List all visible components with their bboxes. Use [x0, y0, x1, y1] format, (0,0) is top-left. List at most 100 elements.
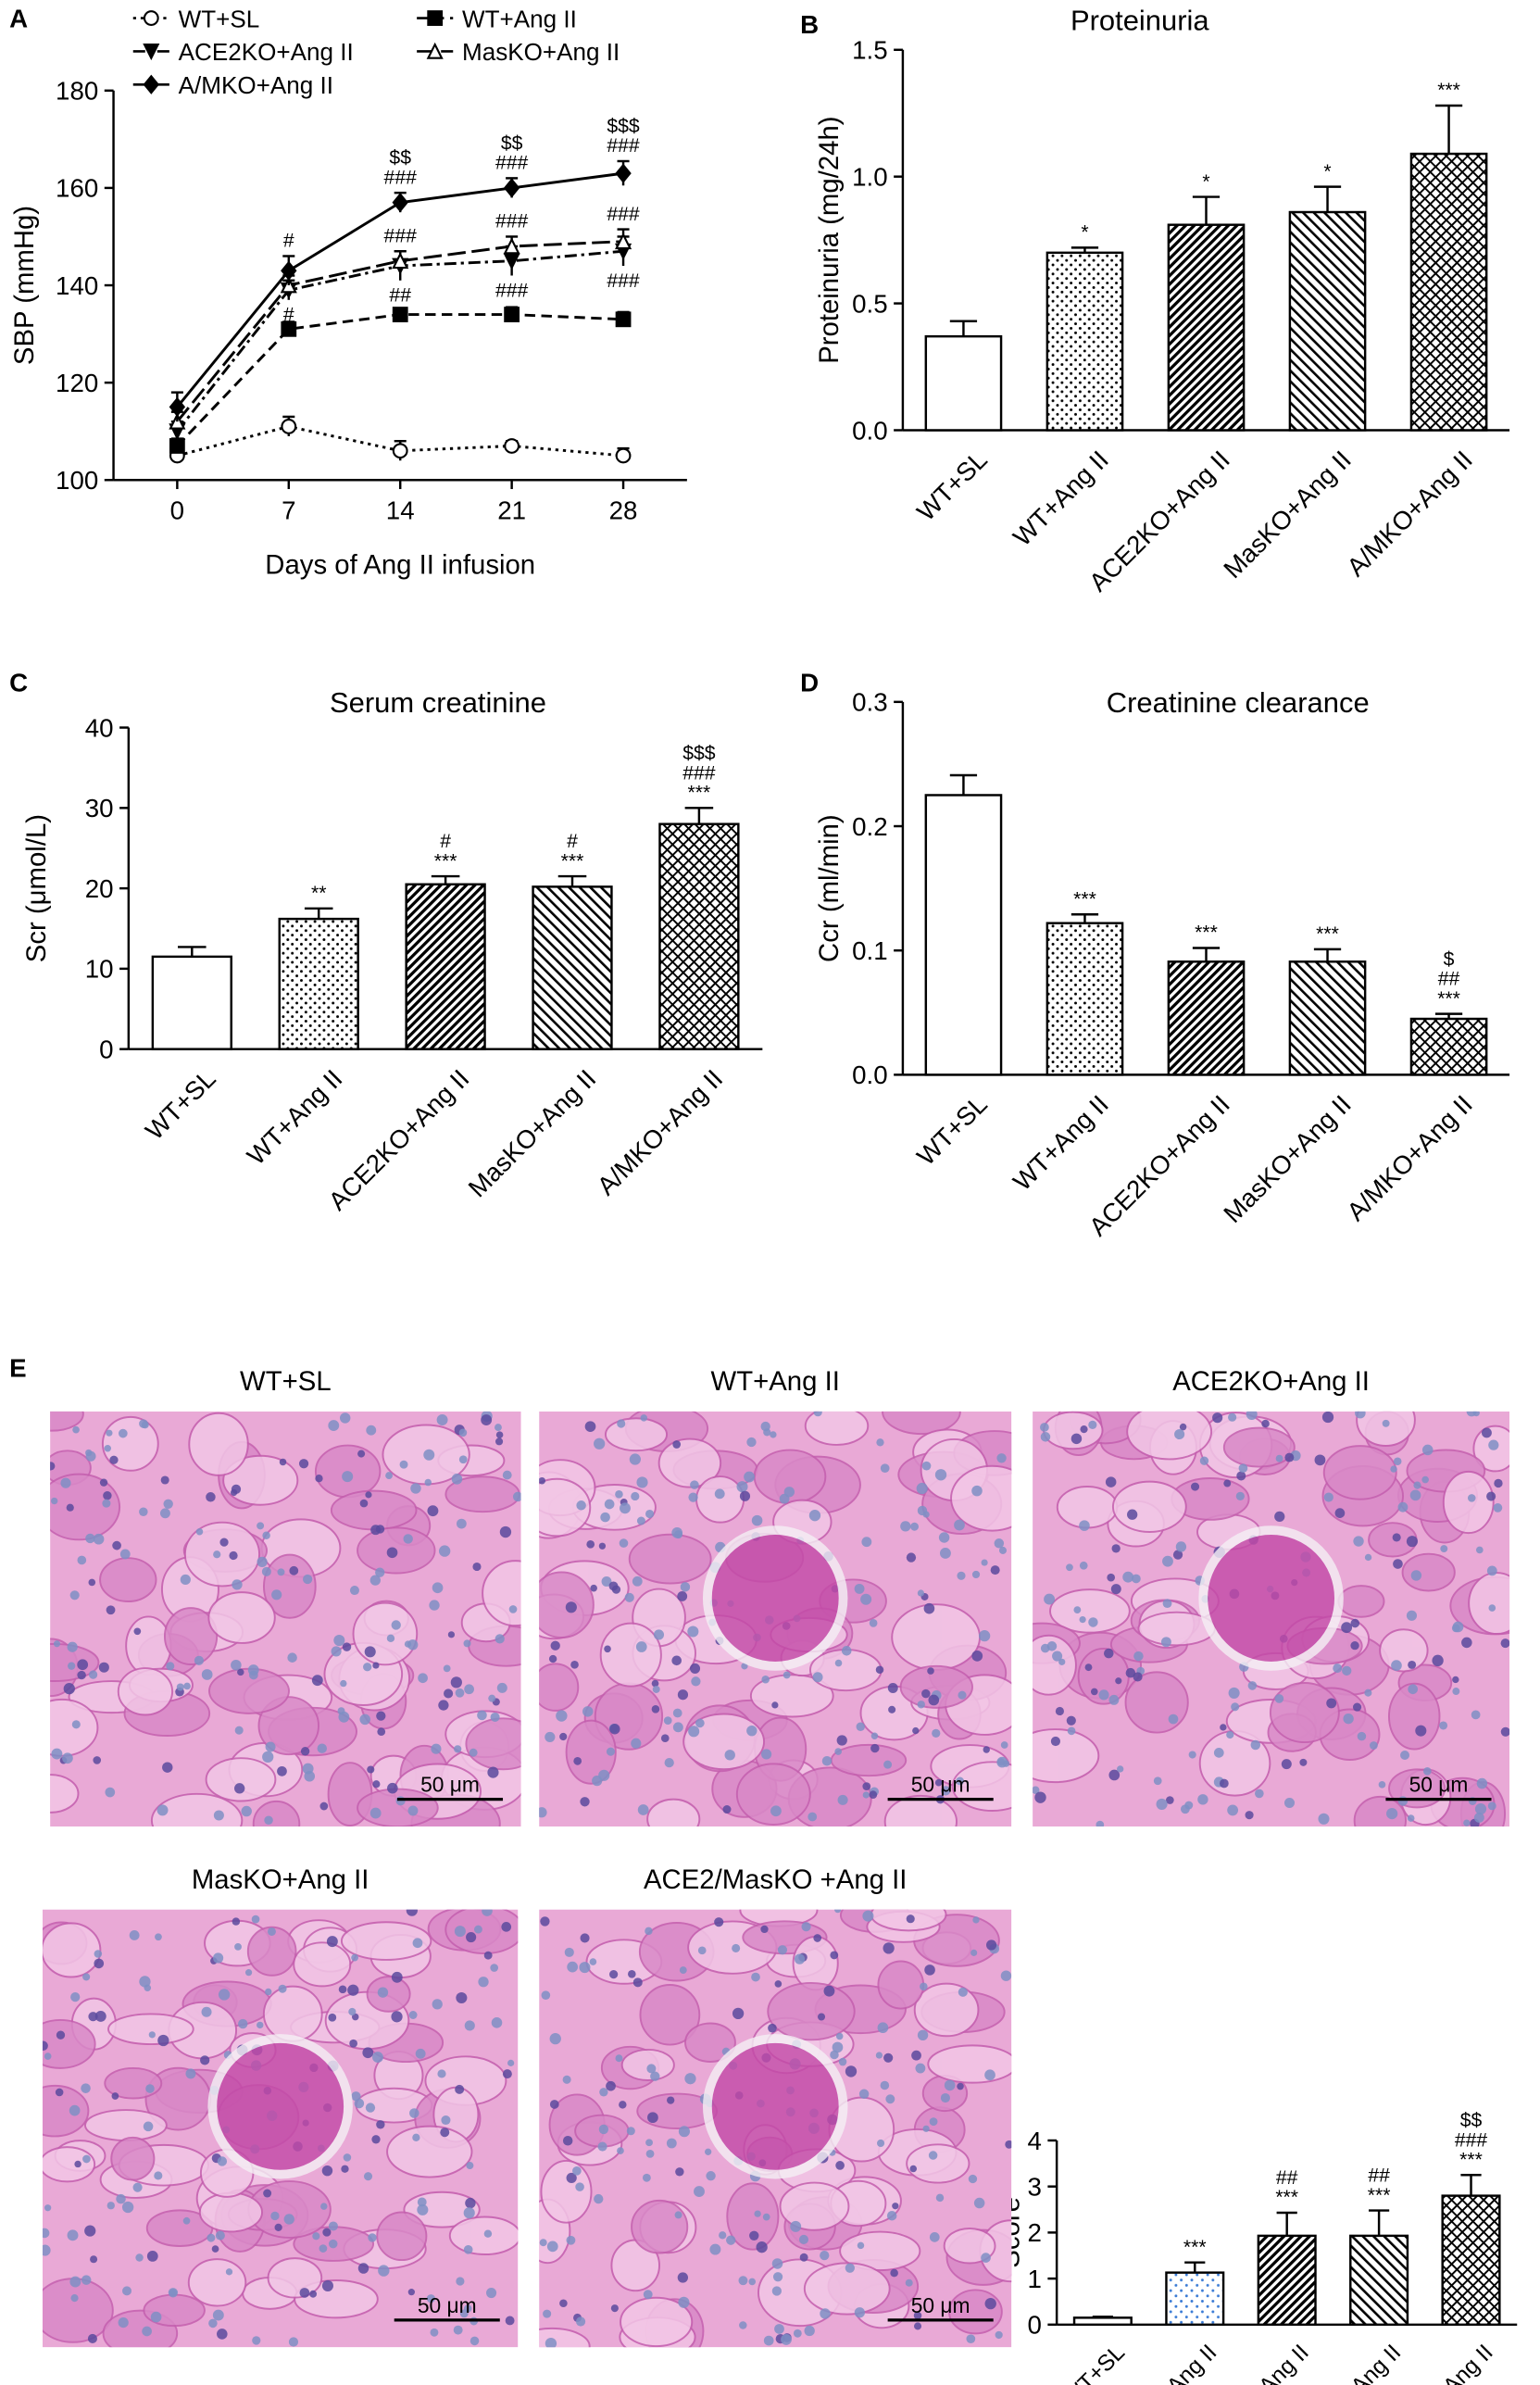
tubule	[1222, 1426, 1296, 1468]
nucleus	[63, 1683, 75, 1695]
nucleus	[429, 1600, 440, 1611]
nucleus	[540, 1916, 550, 1927]
nucleus	[87, 2333, 97, 2343]
nucleus	[139, 1976, 151, 1988]
significance-label: ###	[682, 762, 716, 784]
scale-bar-label: 50 μm	[911, 1773, 970, 1797]
nucleus	[347, 1984, 359, 1996]
nucleus	[1228, 1412, 1237, 1422]
nucleus	[675, 2167, 684, 2177]
nucleus	[834, 1748, 843, 1755]
nucleus	[909, 2165, 918, 2173]
nucleus	[1284, 1452, 1295, 1462]
tubule	[808, 1649, 883, 1692]
nucleus	[900, 1521, 911, 1532]
nucleus	[372, 1780, 381, 1789]
nucleus	[928, 1694, 940, 1706]
nucleus	[201, 1669, 213, 1680]
nucleus	[279, 1458, 287, 1466]
nucleus	[1162, 1599, 1172, 1609]
nucleus	[565, 1601, 577, 1613]
nucleus	[1393, 1559, 1403, 1569]
tubule	[599, 1622, 662, 1688]
nucleus	[1070, 1433, 1083, 1445]
significance-label: ###	[1455, 2129, 1488, 2151]
nucleus	[632, 1575, 643, 1587]
nucleus	[687, 1626, 699, 1638]
y-tick-label: 180	[56, 77, 98, 106]
y-axis-label: Proteinuria (mg/24h)	[814, 116, 845, 363]
tubule	[891, 1603, 982, 1671]
significance-label: $	[1444, 948, 1455, 970]
nucleus	[483, 1951, 493, 1960]
nucleus	[354, 2098, 365, 2109]
y-tick-label: 10	[85, 955, 114, 984]
chart-title: Serum creatinine	[330, 686, 546, 719]
bar	[1441, 2194, 1501, 2327]
nucleus	[645, 1927, 653, 1936]
legend-label: WT+SL	[179, 5, 260, 32]
nucleus	[770, 1431, 777, 1438]
nucleus	[218, 1989, 231, 2001]
nucleus	[958, 1987, 968, 1997]
nucleus	[798, 2234, 809, 2245]
nucleus	[845, 2065, 858, 2077]
nucleus	[883, 1760, 893, 1769]
significance-label: ###	[384, 225, 418, 246]
nucleus	[119, 1428, 128, 1438]
nucleus	[968, 2174, 978, 2184]
bar	[405, 883, 486, 1050]
nucleus	[799, 2253, 808, 2262]
tubule	[540, 2159, 593, 2224]
nucleus	[690, 1663, 701, 1674]
bar	[532, 885, 613, 1050]
bar	[1165, 2271, 1225, 2327]
nucleus	[376, 2120, 385, 2129]
nucleus	[1488, 1439, 1499, 1450]
nucleus	[257, 1522, 265, 1530]
nucleus	[148, 2031, 156, 2039]
nucleus	[309, 2290, 318, 2298]
tubule	[1322, 1445, 1397, 1500]
significance-label: ***	[1316, 923, 1339, 945]
tubule	[257, 1696, 320, 1756]
nucleus	[111, 2092, 119, 2100]
y-tick-label: 0	[1027, 2311, 1041, 2340]
nucleus	[251, 1914, 260, 1924]
nucleus	[677, 1591, 688, 1601]
bar	[1409, 1017, 1488, 1076]
legend-marker	[143, 10, 159, 26]
nucleus	[302, 1763, 314, 1775]
nucleus	[883, 2052, 894, 2063]
nucleus	[732, 2007, 745, 2020]
nucleus	[440, 2128, 450, 2138]
nucleus	[598, 2124, 609, 2135]
nucleus	[359, 1713, 370, 1726]
nucleus	[257, 2021, 264, 2029]
nucleus	[854, 2307, 865, 2318]
tubule	[386, 2125, 473, 2178]
nucleus	[459, 2309, 469, 2318]
nucleus	[69, 2276, 81, 2288]
nucleus	[559, 1732, 568, 1741]
nucleus	[104, 1445, 111, 1452]
nucleus	[704, 2148, 712, 2155]
nucleus	[1231, 1702, 1240, 1712]
tubule	[163, 1607, 219, 1666]
marker	[392, 443, 408, 459]
y-tick-label: 0.0	[852, 1061, 888, 1089]
nucleus	[56, 2030, 66, 2040]
tubule	[1124, 1671, 1189, 1734]
tubule	[1468, 1572, 1510, 1635]
nucleus	[483, 2229, 493, 2238]
nucleus	[488, 1694, 496, 1702]
nucleus	[1040, 1432, 1051, 1442]
nucleus	[751, 1514, 763, 1526]
tubule	[107, 2013, 194, 2046]
tubule	[882, 1411, 961, 1436]
nucleus	[490, 1964, 499, 1972]
nucleus	[1181, 1804, 1190, 1814]
nucleus	[66, 1503, 74, 1512]
nucleus	[875, 2052, 883, 2059]
nucleus	[377, 1727, 386, 1737]
